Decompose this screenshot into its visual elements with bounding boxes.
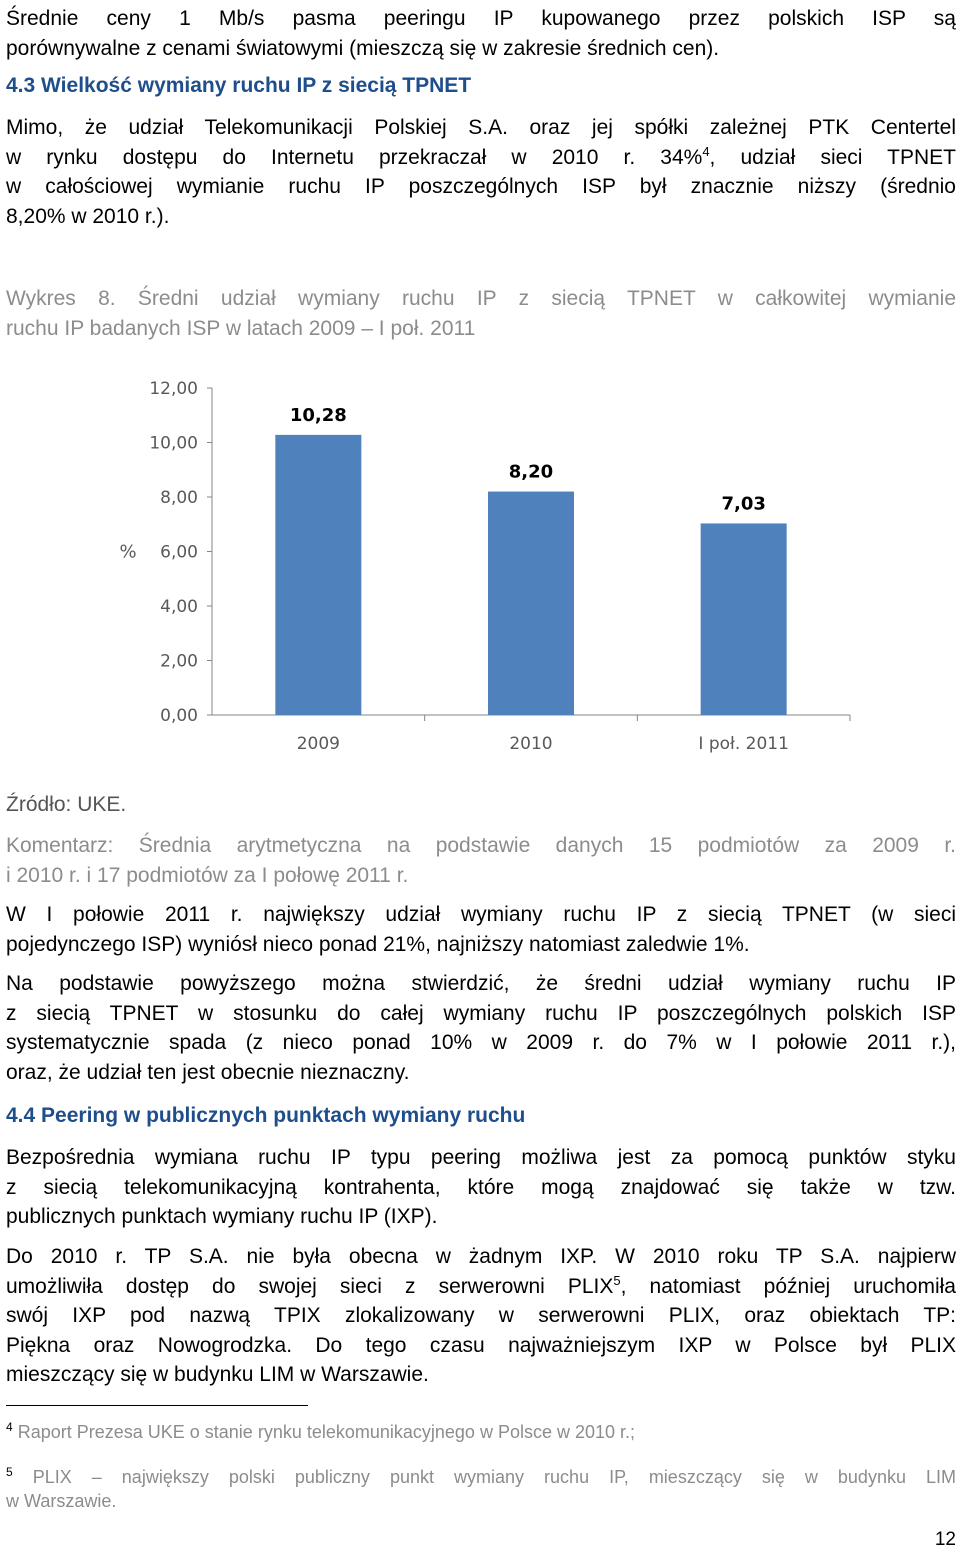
caption-line: ruchu IP badanych ISP w latach 2009 – I … [6, 316, 476, 340]
paragraph-line: Na podstawie powyższego można stwierdzić… [6, 972, 956, 995]
comment-line: Komentarz: Średnia arytmetyczna na podst… [6, 834, 956, 857]
data-label: 10,28 [290, 405, 347, 426]
paragraph-line: pojedynczego ISP) wyniósł nieco ponad 21… [6, 932, 750, 956]
data-label: 8,20 [509, 462, 553, 483]
y-tick-label: 12,00 [149, 379, 198, 399]
y-axis-label: % [119, 542, 136, 563]
paragraph-tpix: Do 2010 r. TP S.A. nie była obecna w żad… [6, 1242, 956, 1390]
paragraph-line: Piękna oraz Nowogrodzka. Do tego czasu n… [6, 1333, 956, 1357]
footnote-text: PLIX – największy polski publiczny punkt… [32, 1467, 956, 1487]
section-title: Peering w publicznych punktach wymiany r… [41, 1104, 526, 1127]
chart-source: Źródło: UKE. [6, 793, 127, 816]
footnote-4: 4 Raport Prezesa UKE o stanie rynku tele… [6, 1420, 956, 1444]
x-tick-label: I poł. 2011 [698, 734, 789, 754]
paragraph-h1-2011: W I połowie 2011 r. największy udział wy… [6, 900, 956, 959]
footnote-marker: 5 [6, 1465, 13, 1479]
section-heading-4-4: 4.4 Peering w publicznych punktach wymia… [6, 1101, 525, 1130]
section-number: 4.3 [6, 74, 36, 97]
text-segment: umożliwiła dostęp do swojej sieci z serw… [6, 1274, 614, 1298]
page-number: 12 [934, 1529, 956, 1550]
y-tick-label: 6,00 [160, 543, 198, 563]
footnote-line: w Warszawie. [6, 1491, 117, 1511]
bar [275, 434, 362, 715]
paragraph-line: Mimo, że udział Telekomunikacji Polskiej… [6, 116, 956, 139]
paragraph-line: w rynku dostępu do Internetu przekraczał… [6, 143, 956, 173]
footnote-marker: 4 [6, 1420, 13, 1434]
section-title: Wielkość wymiany ruchu IP z siecią TPNET [41, 74, 472, 97]
y-tick-label: 10,00 [149, 434, 198, 454]
footnote-line: 5 PLIX – największy polski publiczny pun… [6, 1465, 956, 1489]
paragraph-line: Do 2010 r. TP S.A. nie była obecna w żad… [6, 1245, 956, 1268]
text-segment: , natomiast później uruchomiła [620, 1274, 956, 1298]
paragraph-line: mieszczący się w budynku LIM w Warszawie… [6, 1363, 429, 1386]
text-segment: , udział sieci TPNET [709, 145, 957, 169]
paragraph-peering: Bezpośrednia wymiana ruchu IP typu peeri… [6, 1143, 956, 1232]
footnote-text: Raport Prezesa UKE o stanie rynku teleko… [17, 1422, 636, 1442]
paragraph-line: oraz, że udział ten jest obecnie nieznac… [6, 1060, 410, 1084]
intro-paragraph: Średnie ceny 1 Mb/s pasma peeringu IP ku… [6, 4, 956, 63]
paragraph-line: Bezpośrednia wymiana ruchu IP typu peeri… [6, 1146, 956, 1169]
paragraph-line: 8,20% w 2010 r.). [6, 204, 170, 228]
chart-caption: Wykres 8. Średni udział wymiany ruchu IP… [6, 284, 956, 343]
data-label: 7,03 [721, 493, 765, 514]
paragraph-conclusion: Na podstawie powyższego można stwierdzić… [6, 969, 956, 1087]
paragraph-line: z siecią telekomunikacyjną kontrahenta, … [6, 1175, 956, 1199]
text-segment: w rynku dostępu do Internetu przekraczał… [6, 145, 703, 169]
chart-comment: Komentarz: Średnia arytmetyczna na podst… [6, 831, 956, 890]
paragraph-line: systematycznie spada (z nieco ponad 10% … [6, 1031, 956, 1054]
paragraph-line: z siecią TPNET w stosunku do całej wymia… [6, 1001, 956, 1025]
section-number: 4.4 [6, 1104, 36, 1127]
comment-line: i 2010 r. i 17 podmiotów za I połowę 201… [6, 863, 409, 887]
footnote-ref-4[interactable]: 4 [702, 143, 710, 159]
x-tick-label: 2009 [297, 734, 340, 754]
intro-line: porównywalne z cenami światowymi (mieszc… [6, 36, 720, 60]
bar-chart: 0,00 2,00 4,00 6,00 8,00 10,00 12,00% 10,28 2009… [119, 379, 851, 754]
x-tick-label: 2010 [509, 734, 552, 754]
paragraph-line: publicznych punktach wymiany ruchu IP (I… [6, 1205, 438, 1228]
section-heading-4-3: 4.3 Wielkość wymiany ruchu IP z siecią T… [6, 71, 471, 100]
paragraph-line: umożliwiła dostęp do swojej sieci z serw… [6, 1272, 956, 1302]
caption-line: Wykres 8. Średni udział wymiany ruchu IP… [6, 287, 956, 310]
footnote-separator [6, 1405, 308, 1406]
paragraph-tp-share: Mimo, że udział Telekomunikacji Polskiej… [6, 113, 956, 231]
y-tick-label: 8,00 [160, 488, 198, 508]
paragraph-line: w całościowej wymianie ruchu IP poszczeg… [6, 175, 956, 198]
bar [700, 523, 787, 715]
footnote-ref-5[interactable]: 5 [613, 1272, 621, 1288]
y-tick-label: 0,00 [160, 706, 198, 726]
footnote-line: 4 Raport Prezesa UKE o stanie rynku tele… [6, 1420, 956, 1444]
paragraph-line: W I połowie 2011 r. największy udział wy… [6, 903, 956, 926]
bar [488, 491, 574, 715]
footnote-5: 5 PLIX – największy polski publiczny pun… [6, 1465, 956, 1513]
y-tick-label: 4,00 [160, 597, 198, 617]
y-tick-label: 2,00 [160, 652, 198, 672]
paragraph-line: swój IXP pod nazwą TPIX zlokalizowany w … [6, 1304, 956, 1327]
intro-line: Średnie ceny 1 Mb/s pasma peeringu IP ku… [6, 7, 956, 30]
